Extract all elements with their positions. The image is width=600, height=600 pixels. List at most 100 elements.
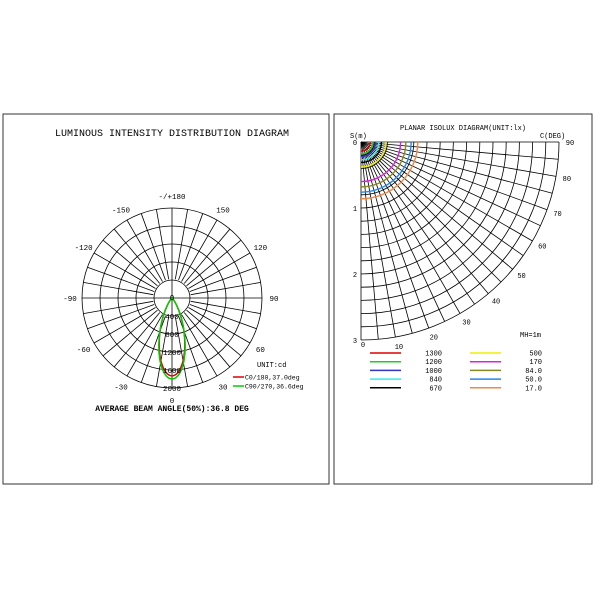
isolux-curve (360, 141, 387, 168)
grid-arc (360, 141, 375, 156)
isolux-legend-value: 840 (429, 377, 442, 385)
distance-tick-label: 3 (353, 338, 357, 346)
angle-label: 0 (170, 398, 175, 406)
angle-tick-label: 50 (517, 273, 525, 281)
grid-spoke (189, 304, 257, 330)
polar-legend: C0/180,37.0deg C90/270,36.6deg (233, 375, 304, 391)
grid-ray (360, 141, 513, 270)
isolux-grid (360, 141, 560, 341)
isolux-curve (360, 141, 374, 155)
grid-spoke (83, 300, 154, 315)
right-panel-frame (333, 113, 593, 485)
grid-spoke (87, 266, 155, 292)
average-beam-angle: AVERAGE BEAM ANGLE(50%):36.8 DEG (95, 405, 249, 414)
grid-spoke (183, 312, 231, 368)
grid-spoke (186, 309, 242, 357)
isolux-curve (360, 141, 380, 161)
grid-spoke (102, 309, 158, 357)
legend-entry: C0/180,37.0deg (245, 375, 300, 382)
grid-ray (370, 151, 502, 283)
distance-tick-label: 0 (353, 140, 357, 148)
mounting-height: MH=1m (520, 332, 541, 340)
grid-spoke (186, 239, 242, 287)
angle-label: 90 (269, 296, 279, 304)
angle-tick-label: 70 (553, 211, 561, 219)
isolux-curve (360, 141, 377, 158)
left-panel-frame (2, 113, 330, 485)
distance-tick-label: 2 (353, 272, 357, 280)
grid-ray (364, 154, 413, 334)
angle-label: -60 (77, 347, 91, 355)
distance-tick-label: 1 (353, 206, 357, 214)
isolux-legend-value: 50.0 (525, 377, 542, 385)
grid-spoke (155, 316, 170, 387)
grid-ray (360, 141, 396, 338)
grid-spoke (93, 307, 156, 344)
radial-tick-label: 1200 (163, 350, 182, 358)
grid-ray (371, 149, 524, 256)
angle-tick-label: 10 (395, 344, 403, 352)
grid-spoke (140, 213, 166, 281)
angle-tick-label: 0 (361, 342, 365, 350)
isolux-curve (360, 141, 412, 193)
grid-ray (368, 152, 475, 305)
grid-ray (361, 155, 379, 340)
grid-spoke (190, 281, 261, 296)
angle-tick-label: 60 (538, 244, 546, 252)
polar-curves (158, 297, 186, 380)
isolux-curve (360, 141, 371, 152)
grid-spoke (188, 252, 251, 289)
angle-label: -30 (114, 384, 128, 392)
c-axis-label: C(DEG) (540, 133, 565, 141)
grid-spoke (126, 219, 163, 282)
isolux-legend-value: 84.0 (525, 368, 542, 376)
isolux-legend-value: 670 (429, 385, 442, 393)
angle-tick-label: 20 (430, 335, 438, 343)
grid-ray (360, 141, 533, 242)
grid-ray (360, 141, 557, 177)
grid-ray (372, 147, 541, 227)
isolux-legend-value: 17.0 (525, 385, 542, 393)
grid-spoke (190, 300, 261, 315)
isolux-curve (360, 141, 383, 164)
angle-label: -120 (75, 245, 94, 253)
isolux-legend-value: 170 (529, 359, 542, 367)
intensity-curve-1 (158, 297, 186, 380)
angle-label: -/+180 (158, 194, 186, 202)
angle-tick-label: 40 (492, 299, 500, 307)
grid-spoke (183, 228, 231, 284)
grid-spoke (189, 266, 257, 292)
legend-entry: C90/270,36.6deg (245, 384, 304, 391)
polar-grid (81, 207, 263, 389)
radial-tick-label: 2000 (163, 386, 182, 394)
radial-tick-label: 0 (170, 295, 175, 303)
angle-tick-label: 90 (566, 140, 574, 148)
grid-spoke (178, 213, 204, 281)
grid-ray (373, 145, 553, 194)
grid-spoke (174, 316, 189, 387)
isolux-title: PLANAR ISOLUX DIAGRAM(UNIT:lx) (400, 125, 526, 133)
polar-angle-labels: -/+180 -150 150 -120 120 -90 90 -60 60 -30 30 0 (63, 194, 279, 406)
radial-tick-label: 1600 (163, 368, 182, 376)
isolux-curve (360, 141, 407, 188)
angle-tick-label: 30 (462, 319, 470, 327)
isolux-legend-value: 1000 (425, 368, 442, 376)
angle-label: -150 (112, 208, 131, 216)
grid-spoke (113, 312, 161, 368)
isolux-curve (360, 141, 402, 183)
radial-tick-label: 400 (165, 314, 179, 322)
isolux-curve (360, 141, 419, 200)
grid-ray (360, 141, 489, 294)
angle-label: 30 (218, 384, 228, 392)
unit-label: UNIT:cd (257, 362, 286, 370)
angle-label: 120 (254, 245, 268, 253)
grid-spoke (181, 314, 218, 377)
angle-label: 150 (216, 208, 230, 216)
angle-tick-label: 80 (563, 176, 571, 184)
grid-spoke (113, 228, 161, 284)
radial-tick-label: 800 (165, 332, 179, 340)
isolux-curves (360, 141, 419, 200)
